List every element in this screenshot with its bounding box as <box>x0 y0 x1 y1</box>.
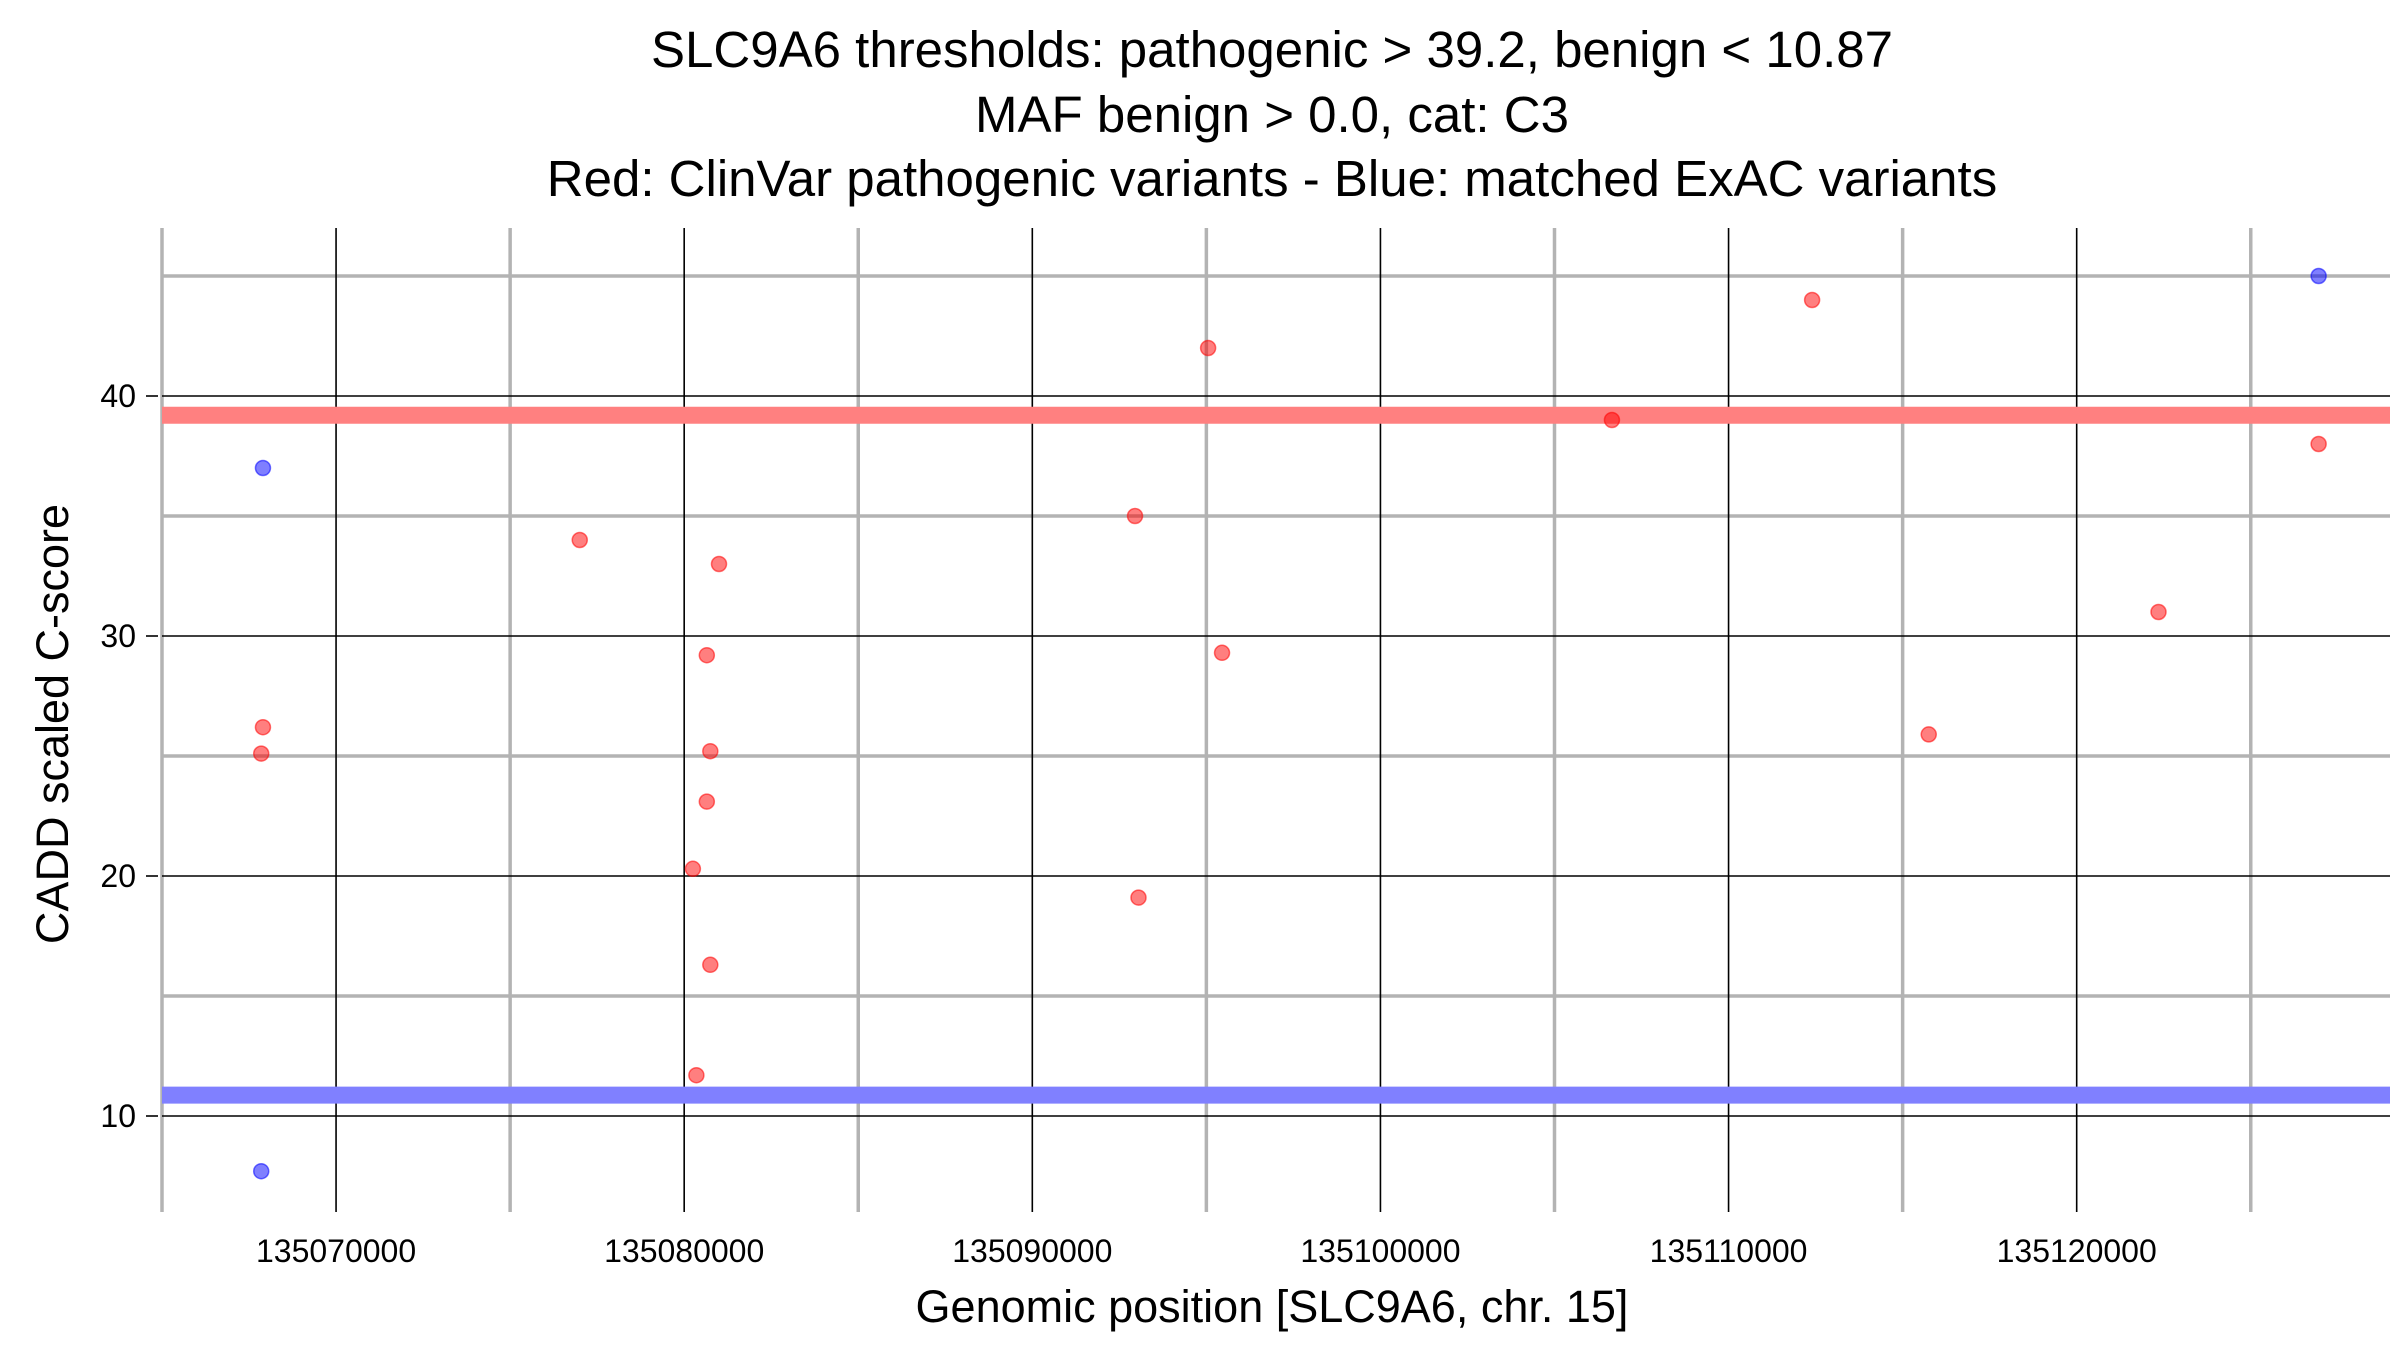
x-tick-label: 135120000 <box>1997 1233 2157 1269</box>
minor-grid <box>160 228 2390 1212</box>
clinvar-variant-point <box>1213 644 1231 662</box>
y-tick-label: 40 <box>100 378 136 414</box>
y-axis-title: CADD scaled C-score <box>27 504 78 944</box>
x-axis-title: Genomic position [SLC9A6, chr. 15] <box>916 1281 1629 1332</box>
x-tick-label: 135110000 <box>1650 1233 1808 1269</box>
threshold-lines <box>162 406 2390 1104</box>
exac-variant-point <box>254 459 272 477</box>
clinvar-variant-point <box>684 860 702 878</box>
clinvar-variant-point <box>1603 411 1621 429</box>
clinvar-variant-point <box>254 718 272 736</box>
chart-title-line-1: SLC9A6 thresholds: pathogenic > 39.2, be… <box>651 21 1893 78</box>
clinvar-variant-point <box>252 745 270 762</box>
clinvar-variant-point <box>698 793 716 810</box>
clinvar-variant-point <box>1199 339 1217 357</box>
x-axis-ticks: 135070000 135080000 135090000 135100000 1351… <box>256 1233 2157 1269</box>
clinvar-variant-point <box>688 1066 705 1084</box>
y-tick-label: 30 <box>100 618 136 654</box>
clinvar-variant-point <box>1130 889 1147 906</box>
clinvar-variant-point <box>702 742 719 760</box>
data-points <box>252 267 2327 1180</box>
clinvar-variant-point <box>2150 603 2167 621</box>
x-tick-label: 135100000 <box>1300 1233 1460 1269</box>
clinvar-variant-point <box>1920 726 1937 743</box>
clinvar-variant-point <box>571 531 588 549</box>
x-tick-label: 135080000 <box>604 1233 764 1269</box>
chart-title-line-2: MAF benign > 0.0, cat: C3 <box>975 86 1569 143</box>
clinvar-variant-point <box>702 956 719 974</box>
exac-variant-point <box>2310 267 2327 285</box>
y-axis-ticks: 10 20 30 40 <box>100 378 158 1134</box>
major-grid <box>162 228 2390 1212</box>
clinvar-variant-point <box>1803 291 1821 309</box>
x-tick-label: 135090000 <box>952 1233 1112 1269</box>
clinvar-variant-point <box>710 555 728 573</box>
clinvar-variant-point <box>2310 435 2327 453</box>
exac-variant-point <box>252 1162 270 1180</box>
y-tick-label: 10 <box>100 1098 136 1134</box>
chart-title-line-3: Red: ClinVar pathogenic variants - Blue:… <box>547 150 1997 207</box>
x-tick-label: 135070000 <box>256 1233 416 1269</box>
y-tick-label: 20 <box>100 858 136 894</box>
clinvar-variant-point <box>698 646 716 664</box>
clinvar-variant-point <box>1126 507 1144 525</box>
